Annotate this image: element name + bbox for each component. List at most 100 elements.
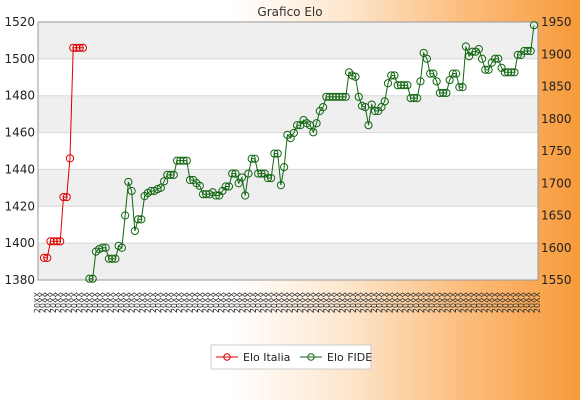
legend-swatch-marker <box>307 353 315 361</box>
y-left-tick-label: 1440 <box>4 162 35 176</box>
data-point <box>49 237 58 246</box>
x-tick-label: 20XX <box>38 291 47 313</box>
x-tick-label: 20XX <box>44 291 53 313</box>
data-point <box>179 156 188 165</box>
data-point <box>452 69 461 78</box>
x-tick-label: 20XX <box>280 291 289 313</box>
data-point <box>104 254 114 263</box>
data-point <box>124 177 133 187</box>
data-point <box>293 121 302 130</box>
data-point <box>280 163 289 172</box>
data-point <box>309 128 318 137</box>
legend-label: Elo Italia <box>243 351 290 364</box>
x-tick-label: 20XX <box>138 291 147 313</box>
x-tick-label: 20XX <box>386 291 395 313</box>
data-point <box>250 154 260 163</box>
x-tick-label: 20XX <box>228 291 237 313</box>
x-tick-label: 20XX <box>286 291 295 313</box>
data-point <box>247 154 256 163</box>
x-tick-label: 20XX <box>65 291 74 313</box>
x-tick-label: 20XX <box>512 291 521 313</box>
data-point <box>328 92 337 101</box>
data-point <box>494 54 503 63</box>
y-right-tick-label: 1600 <box>541 241 572 255</box>
x-tick-label: 20XX <box>501 291 510 313</box>
data-point <box>380 97 389 106</box>
x-tick-label: 20XX <box>396 291 405 313</box>
data-point <box>510 68 519 77</box>
plot-area <box>38 22 538 280</box>
x-tick-label: 20XX <box>422 291 431 313</box>
data-point <box>172 156 182 165</box>
x-tick-label: 20XX <box>154 291 163 313</box>
data-point <box>422 54 432 63</box>
x-tick-label: 20XX <box>222 291 231 313</box>
x-tick-label: 20XX <box>438 291 447 313</box>
x-tick-label: 20XX <box>270 291 279 313</box>
data-point <box>163 170 172 179</box>
x-tick-label: 20XX <box>391 291 400 313</box>
x-tick-label: 20XX <box>101 291 110 313</box>
data-point <box>273 149 282 158</box>
data-point <box>121 211 130 220</box>
x-tick-label: 20XX <box>444 291 453 313</box>
x-tick-label: 20XX <box>86 291 95 313</box>
data-point <box>474 44 483 54</box>
x-tick-label: 20XX <box>428 291 437 313</box>
x-tick-label: 20XX <box>507 291 516 313</box>
data-point <box>127 186 136 196</box>
data-point <box>101 243 110 252</box>
x-tick-label: 20XX <box>296 291 305 313</box>
data-point <box>354 92 363 101</box>
y-left-tick-label: 1420 <box>4 199 35 213</box>
x-tick-label: 20XX <box>265 291 274 313</box>
x-tick-label: 20XX <box>533 291 542 313</box>
data-point <box>241 191 250 200</box>
data-point <box>159 177 169 186</box>
x-tick-label: 20XX <box>217 291 226 313</box>
data-point <box>367 100 376 109</box>
x-tick-label: 20XX <box>380 291 389 313</box>
y-right-tick-label: 1650 <box>541 209 572 223</box>
x-tick-label: 20XX <box>338 291 347 313</box>
x-tick-label: 20XX <box>491 291 500 313</box>
data-point <box>39 253 49 262</box>
x-tick-label: 20XX <box>207 291 216 313</box>
data-point <box>409 94 419 103</box>
plot-background <box>38 22 538 280</box>
x-tick-label: 20XX <box>359 291 368 313</box>
x-tick-label: 20XX <box>70 291 79 313</box>
data-point <box>211 191 221 200</box>
data-point <box>439 88 448 98</box>
x-tick-label: 20XX <box>186 291 195 313</box>
x-tick-label: 20XX <box>91 291 100 313</box>
x-tick-label: 20XX <box>449 291 458 313</box>
data-point <box>484 65 493 74</box>
x-tick-label: 20XX <box>159 291 168 313</box>
y-left-tick-label: 1380 <box>4 273 35 287</box>
x-tick-label: 20XX <box>180 291 189 313</box>
x-tick-label: 20XX <box>528 291 537 313</box>
x-tick-label: 20XX <box>301 291 310 313</box>
y-axis-right: 1550 1600 1650 1700 1750 1800 1850 1900 1950 <box>541 15 572 287</box>
x-tick-label: 20XX <box>365 291 374 313</box>
data-point <box>244 169 253 178</box>
data-point <box>231 169 240 178</box>
x-tick-label: 20XX <box>333 291 342 313</box>
data-point <box>130 226 139 236</box>
x-tick-label: 20XX <box>322 291 331 313</box>
data-point <box>341 92 350 101</box>
y-left-tick-label: 1460 <box>4 126 35 140</box>
data-point <box>176 156 185 165</box>
y-right-tick-label: 1750 <box>541 144 572 158</box>
data-point <box>78 43 88 52</box>
data-point <box>383 79 393 88</box>
data-point <box>481 65 490 74</box>
data-point <box>137 215 146 224</box>
x-tick-label: 20XX <box>480 291 489 313</box>
data-point <box>529 21 539 30</box>
x-tick-label: 20XX <box>233 291 242 313</box>
data-point <box>276 181 285 190</box>
data-point <box>400 81 409 90</box>
x-tick-label: 20XX <box>344 291 353 313</box>
